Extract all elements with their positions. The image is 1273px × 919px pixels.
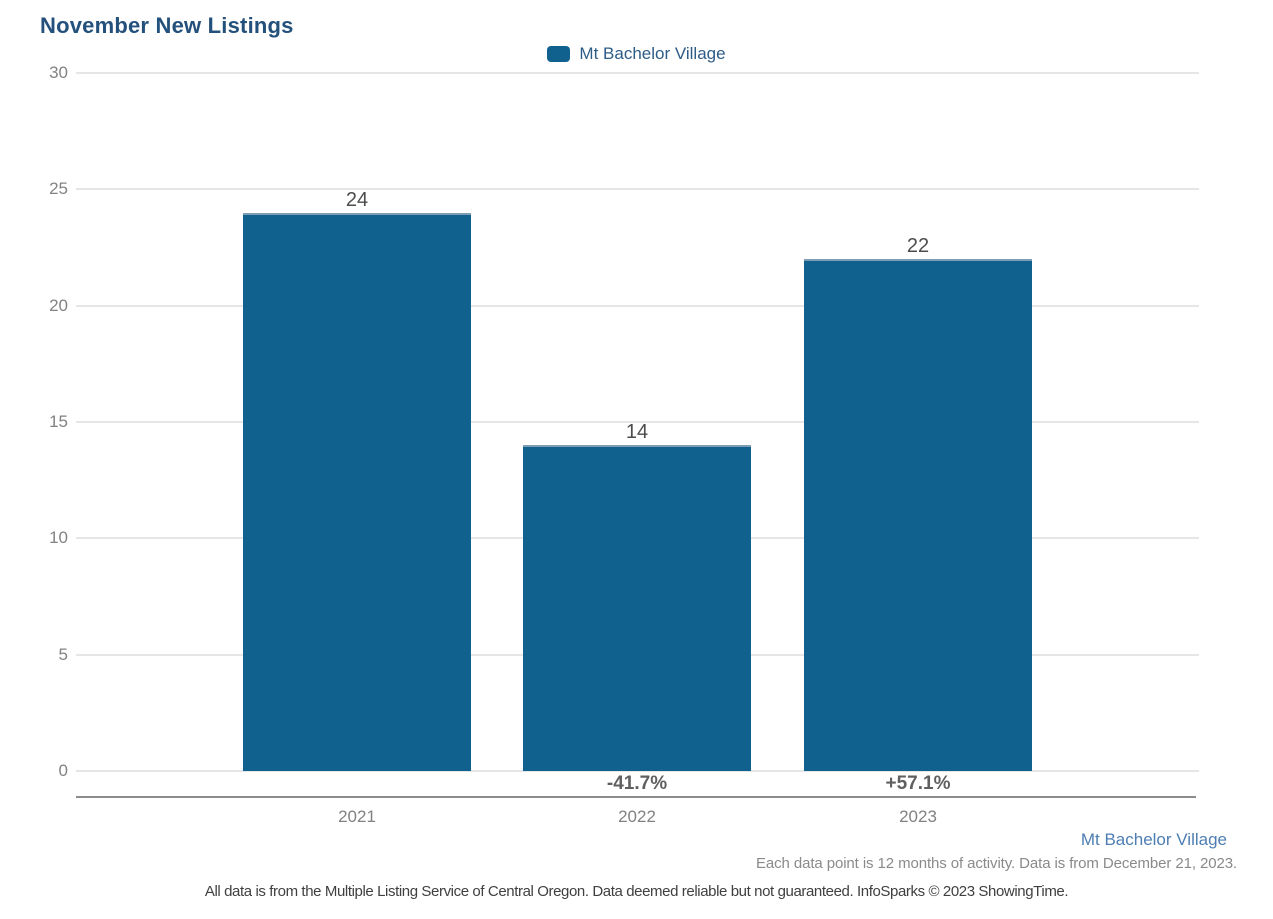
series-footer-link[interactable]: Mt Bachelor Village [1080,830,1227,849]
legend-series-label: Mt Bachelor Village [579,44,726,63]
y-axis-tick-label: 25 [49,179,68,199]
bar-2023[interactable] [804,259,1032,771]
y-gridline [76,72,1199,74]
legend[interactable]: Mt Bachelor Village [0,44,1273,64]
x-axis-tick-label: 2023 [899,807,937,826]
y-axis-tick-label: 20 [49,295,68,315]
y-axis-tick-label: 15 [49,412,68,431]
y-gridline [76,421,1199,423]
x-axis-tick-label: 2021 [338,807,376,826]
legend-swatch-icon [547,46,571,62]
bar-2021[interactable] [243,212,471,771]
disclaimer: All data is from the Multiple Listing Se… [204,883,1069,900]
y-axis-tick-label: 5 [58,644,68,664]
bar-2022[interactable] [523,445,751,771]
x-axis-tick-label: 2022 [618,807,656,826]
y-gridline [76,304,1199,307]
bar-value-label: 14 [625,421,649,444]
pct-change-label: -41.7% [606,773,668,794]
y-gridline [76,770,1199,772]
y-gridline [76,188,1199,191]
y-axis-tick-label: 10 [49,528,68,548]
chart-title: November New Listings [40,13,294,38]
data-note: Each data point is 12 months of activity… [756,855,1237,872]
y-axis-tick-label: 0 [58,761,68,780]
bar-value-label: 22 [906,235,930,258]
x-axis-line [76,796,1196,798]
pct-change-label: +57.1% [885,773,951,794]
bar-value-label: 24 [345,188,369,211]
y-axis-tick-label: 30 [49,63,68,82]
